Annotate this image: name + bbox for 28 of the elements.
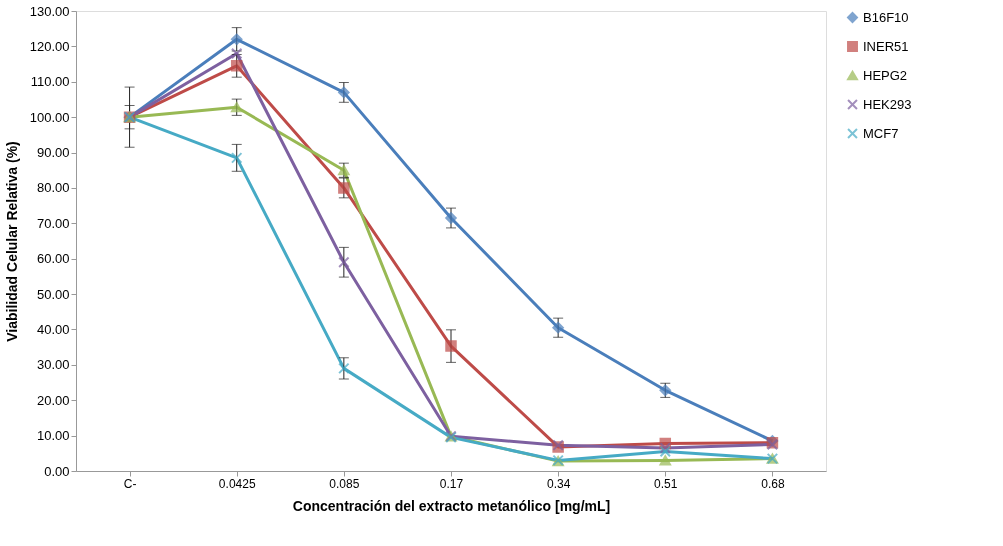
y-tick-label: 100.00 (29, 109, 70, 125)
y-tick-label: 130.00 (29, 3, 70, 19)
x-tick-label: 0.34 (546, 476, 571, 491)
legend-label: INER51 (863, 38, 909, 54)
x-tick-label: 0.17 (439, 476, 464, 491)
y-tick-label: 110.00 (30, 74, 70, 90)
x-tick-label: C- (123, 476, 137, 491)
y-tick-label: 30.00 (36, 357, 70, 373)
legend-label: HEK293 (863, 96, 912, 112)
x-tick-label: 0.0425 (218, 476, 256, 491)
y-tick-label: 20.00 (36, 392, 70, 408)
y-tick-label: 90.00 (36, 145, 70, 161)
legend-label: B16F10 (863, 9, 909, 25)
y-tick-label: 120.00 (29, 38, 70, 54)
y-tick-label: 10.00 (36, 428, 70, 444)
legend-label: HEPG2 (863, 67, 908, 83)
y-tick-label: 80.00 (36, 180, 70, 196)
y-tick-label: 0.00 (44, 463, 70, 479)
x-tick-label: 0.085 (329, 476, 360, 491)
legend-label: MCF7 (863, 125, 899, 141)
x-tick-label: 0.68 (761, 476, 785, 491)
y-tick-label: 70.00 (36, 215, 70, 231)
y-tick-label: 40.00 (36, 321, 70, 337)
x-axis-title: Concentración del extracto metanólico [mg/mL] (292, 497, 611, 514)
y-tick-label: 50.00 (36, 286, 70, 302)
x-tick-label: 0.51 (654, 476, 678, 491)
y-tick-label: 60.00 (36, 251, 70, 267)
y-axis-title: Viabilidad Celular Relativa (%) (3, 141, 20, 342)
